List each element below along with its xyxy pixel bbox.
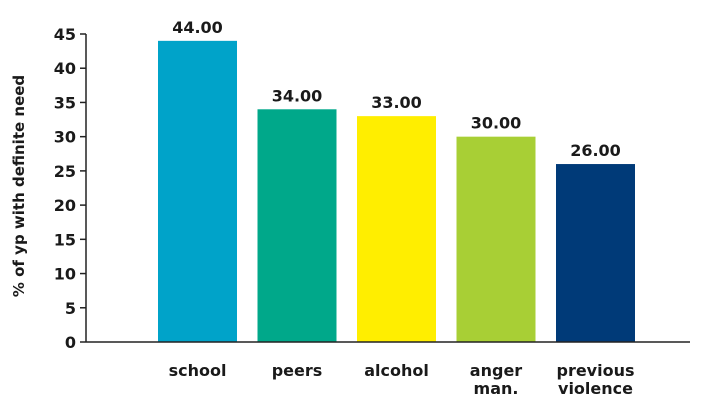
bar-alcohol [357,116,436,342]
data-labels: 44.00 34.00 33.00 30.00 26.00 [172,18,621,160]
data-label: 33.00 [371,93,422,112]
x-category-label: peers [272,361,323,380]
data-label: 30.00 [471,114,522,133]
x-category-label: alcohol [364,361,429,380]
y-tick-label: 35 [54,93,76,112]
data-label: 26.00 [570,141,621,160]
bar-school [158,40,237,342]
y-axis-title: % of yp with definite need [10,75,28,297]
y-tick-label: 25 [54,162,76,181]
x-category-label: previous violence [556,361,634,398]
x-axis-labels: school peers alcohol anger man. previous viole… [169,361,635,398]
x-category-label: anger man. [470,361,522,398]
y-axis-ticks: 0 5 10 15 20 25 30 35 40 45 [54,25,86,352]
y-tick-label: 10 [54,265,76,284]
bar-peers [257,109,337,343]
bars [158,40,635,343]
y-tick-label: 15 [54,230,76,249]
y-tick-label: 20 [54,196,76,215]
y-tick-label: 40 [54,59,76,78]
bar-previous-violence [556,164,635,342]
bar-anger-man [456,136,536,342]
x-category-label: school [169,361,227,380]
data-label: 44.00 [172,18,223,37]
data-label: 34.00 [272,86,323,105]
y-tick-label: 30 [54,128,76,147]
y-tick-label: 0 [65,333,76,352]
y-tick-label: 5 [65,299,76,318]
y-tick-label: 45 [54,25,76,44]
